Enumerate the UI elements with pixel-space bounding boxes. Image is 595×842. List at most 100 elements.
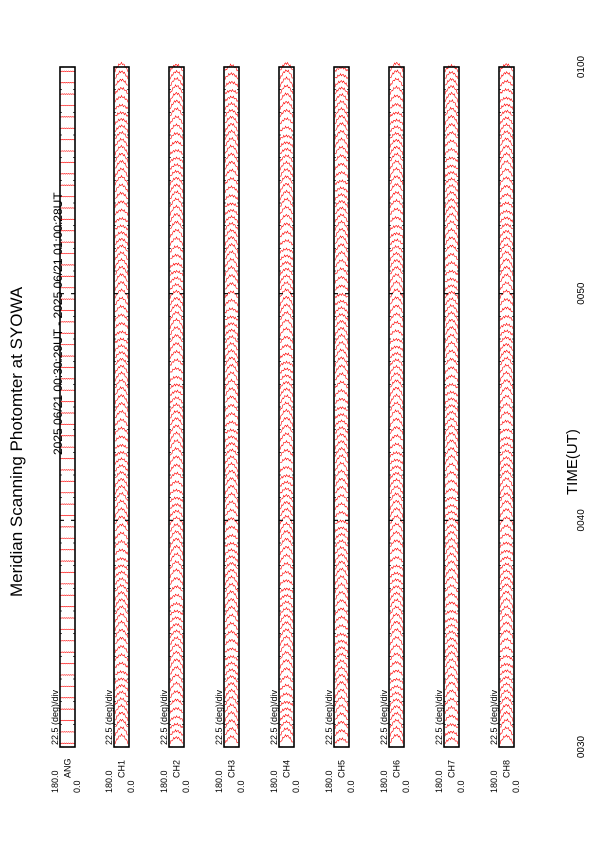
trace-line bbox=[59, 264, 76, 266]
trace-line bbox=[499, 137, 514, 146]
trace-line bbox=[444, 479, 459, 488]
trace-line bbox=[499, 130, 514, 140]
trace-line bbox=[499, 449, 514, 457]
trace-line bbox=[334, 406, 349, 411]
trace-line bbox=[59, 309, 76, 312]
trace-line bbox=[114, 470, 129, 479]
trace-line bbox=[334, 235, 349, 244]
trace-line bbox=[334, 532, 349, 541]
trace-line bbox=[169, 220, 184, 229]
y-tick-label-bottom-group: 0.0 bbox=[401, 780, 411, 793]
trace-line bbox=[389, 677, 404, 684]
trace-line bbox=[224, 455, 239, 464]
x-tick-label-0040-group: 0040 bbox=[576, 509, 587, 532]
trace-line bbox=[499, 71, 514, 80]
channel-label: CH6 bbox=[392, 760, 402, 778]
trace-line bbox=[114, 357, 129, 365]
trace-line bbox=[169, 455, 184, 465]
trace-line bbox=[59, 116, 76, 118]
trace-line bbox=[169, 488, 184, 496]
trace-line bbox=[444, 454, 459, 465]
trace-line bbox=[334, 65, 349, 73]
trace-line bbox=[224, 95, 239, 103]
panel-ch4 bbox=[278, 61, 295, 748]
trace-line bbox=[444, 63, 459, 73]
trace-line bbox=[224, 668, 239, 676]
trace-line bbox=[334, 99, 349, 109]
trace-line bbox=[59, 571, 76, 574]
trace-line bbox=[59, 287, 76, 289]
y-tick-label-bottom-group: 0.0 bbox=[236, 780, 246, 793]
trace-line bbox=[499, 637, 514, 646]
trace-line bbox=[169, 349, 184, 360]
trace-line bbox=[59, 605, 76, 608]
trace-line bbox=[389, 652, 404, 661]
trace-line bbox=[114, 244, 129, 252]
trace-line bbox=[444, 722, 459, 729]
trace-line bbox=[334, 560, 349, 571]
trace-line bbox=[114, 208, 129, 216]
trace-line bbox=[114, 401, 129, 412]
trace-line bbox=[444, 374, 459, 382]
trace-line bbox=[389, 386, 404, 397]
trace-line bbox=[279, 692, 294, 699]
trace-line bbox=[444, 382, 459, 390]
trace-line bbox=[444, 567, 459, 579]
trace-line bbox=[389, 635, 404, 646]
trace-line bbox=[279, 295, 294, 307]
trace-line bbox=[114, 628, 129, 638]
y-tick-label-bottom: 0.0 bbox=[511, 780, 521, 793]
trace-line bbox=[279, 141, 294, 148]
trace-line bbox=[444, 623, 459, 631]
trace-line bbox=[59, 321, 76, 323]
trace-line bbox=[169, 471, 184, 480]
trace-line bbox=[224, 257, 239, 268]
trace-line bbox=[169, 537, 184, 548]
trace-line bbox=[59, 697, 76, 699]
trace-line bbox=[444, 106, 459, 117]
panel-frame bbox=[333, 66, 350, 748]
trace-line bbox=[114, 711, 129, 722]
trace-line bbox=[224, 435, 239, 443]
trace-line bbox=[114, 726, 129, 737]
trace-line bbox=[499, 662, 514, 669]
trace-line bbox=[389, 585, 404, 593]
y-tick-label-top: 180.0 bbox=[379, 770, 389, 793]
panel-ch1 bbox=[113, 61, 130, 748]
trace-line bbox=[279, 230, 294, 238]
trace-line bbox=[169, 722, 184, 729]
trace-line bbox=[224, 682, 239, 692]
channel-label-group: CH1 bbox=[117, 760, 127, 778]
trace-line bbox=[279, 387, 294, 397]
trace-line bbox=[499, 223, 514, 230]
trace-line bbox=[224, 613, 239, 623]
trace-line bbox=[224, 448, 239, 457]
trace-line bbox=[499, 167, 514, 177]
trace-line bbox=[114, 322, 129, 329]
trace-line bbox=[114, 645, 129, 654]
trace-line bbox=[444, 650, 459, 662]
channel-label: CH4 bbox=[282, 760, 292, 778]
trace-line bbox=[114, 86, 129, 95]
trace-line bbox=[444, 183, 459, 193]
trace-line bbox=[279, 465, 294, 473]
trace-line bbox=[279, 280, 294, 291]
trace-line bbox=[279, 247, 294, 254]
trace-line bbox=[279, 700, 294, 707]
trace-line bbox=[444, 333, 459, 344]
trace-line bbox=[444, 260, 459, 269]
trace-line bbox=[334, 364, 349, 375]
trace-line bbox=[59, 70, 76, 72]
x-tick-label-0100-group: 0100 bbox=[576, 55, 587, 78]
trace-line bbox=[279, 213, 294, 224]
trace-line bbox=[169, 479, 184, 488]
trace-line bbox=[334, 646, 349, 654]
trace-line bbox=[334, 446, 349, 458]
trace-line bbox=[334, 461, 349, 472]
trace-line bbox=[334, 598, 349, 607]
trace-line bbox=[389, 69, 404, 79]
trace-line bbox=[114, 216, 129, 224]
trace-line bbox=[444, 71, 459, 80]
trace-line bbox=[224, 208, 239, 216]
scale-label: 22.5 (deg)/div bbox=[159, 689, 169, 745]
